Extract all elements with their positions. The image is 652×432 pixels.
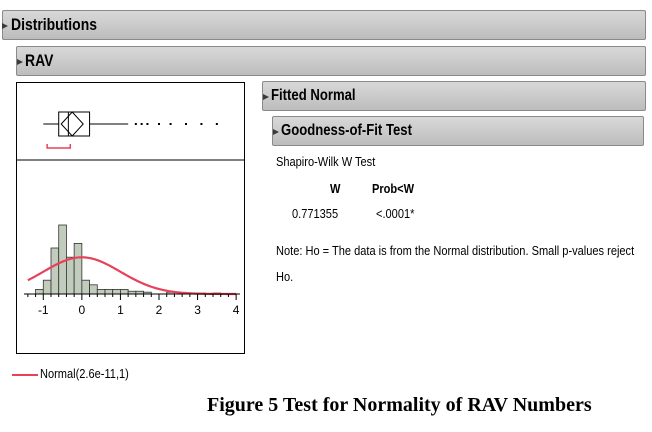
histogram: [35, 224, 222, 295]
goodness-of-fit-header[interactable]: Goodness-of-Fit Test: [272, 116, 644, 146]
box-outlier-point: [134, 123, 137, 125]
box-outlier-point: [200, 123, 203, 125]
distributions-title: Distributions: [11, 15, 97, 34]
x-tick-label: 3: [194, 303, 201, 317]
histogram-bar: [35, 288, 44, 295]
prob-column-header: Prob<W: [372, 181, 415, 196]
box-outlier-point: [169, 123, 172, 125]
histogram-bar: [81, 279, 90, 295]
box-plot: [43, 111, 218, 149]
legend-line-swatch: [12, 374, 38, 376]
rav-header[interactable]: RAV: [16, 46, 646, 76]
figure-caption: Figure 5 Test for Normality of RAV Numbe…: [207, 394, 592, 416]
distributions-header[interactable]: Distributions: [2, 10, 646, 40]
prob-value: <.0001*: [376, 206, 415, 221]
fitted-normal-title: Fitted Normal: [271, 87, 356, 104]
histogram-bar: [42, 279, 52, 295]
x-axis: -1 0 1 2 3 4: [24, 293, 240, 317]
box-outlier-point: [215, 123, 218, 125]
histogram-bar: [104, 288, 114, 295]
distribution-plot-frame: [16, 82, 245, 354]
box-mean-diamond: [60, 111, 84, 137]
fitted-normal-header[interactable]: Fitted Normal: [262, 81, 646, 111]
histogram-bar: [50, 247, 60, 295]
histogram-bar: [120, 288, 129, 295]
box-outlier-point: [185, 123, 187, 125]
distribution-plot: -1 0 1 2 3 4: [16, 111, 245, 317]
histogram-bar: [89, 284, 98, 295]
box-outlier-point: [158, 123, 160, 125]
rav-title: RAV: [25, 51, 54, 70]
collapse-triangle-icon[interactable]: [263, 94, 269, 100]
collapse-triangle-icon[interactable]: [2, 23, 8, 29]
x-tick-label: 2: [156, 303, 163, 317]
w-value: 0.771355: [292, 206, 339, 221]
collapse-triangle-icon[interactable]: [17, 59, 23, 65]
box-outlier-point: [140, 123, 143, 125]
box-outlier-point: [146, 123, 149, 125]
null-hypothesis-note: Note: Ho = The data is from the Normal d…: [276, 243, 635, 284]
shapiro-wilk-title: Shapiro-Wilk W Test: [276, 154, 376, 169]
box-iqr: [58, 111, 91, 137]
x-tick-label: 0: [79, 303, 86, 317]
collapse-triangle-icon[interactable]: [273, 129, 279, 135]
histogram-bar: [112, 288, 121, 295]
legend-label: Normal(2.6e-11,1): [40, 366, 129, 381]
goodness-of-fit-title: Goodness-of-Fit Test: [281, 122, 412, 139]
histogram-bar: [96, 288, 106, 295]
x-tick-label: 4: [233, 303, 240, 317]
shortest-half-bracket: [46, 144, 72, 149]
x-tick-label: -1: [38, 303, 49, 317]
w-column-header: W: [330, 181, 341, 196]
histogram-bar: [73, 242, 83, 295]
histogram-bar: [66, 256, 75, 295]
x-tick-label: 1: [117, 303, 124, 317]
